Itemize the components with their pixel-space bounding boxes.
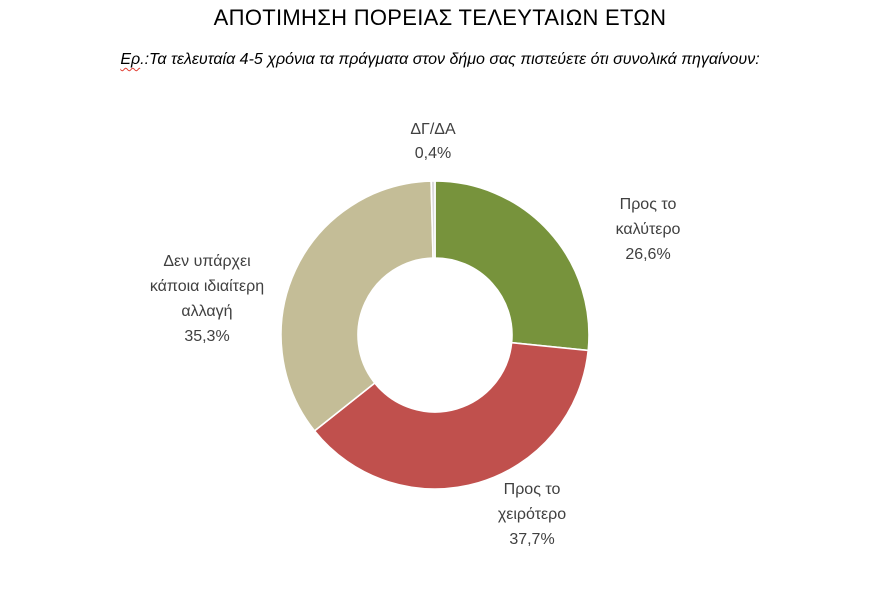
donut-chart [280, 180, 590, 490]
subtitle-question-text: .:Τα τελευταία 4-5 χρόνια τα πράγματα στ… [140, 51, 760, 68]
donut-slice-1 [434, 180, 590, 352]
donut-slice-4 [430, 180, 436, 259]
subtitle-spellcheck-word: Ερ [120, 51, 141, 68]
slice-label-pros-to-kalytero: Προς το καλύτερο 26,6% [615, 196, 681, 263]
slice-label-no-particular-change: Δεν υπάρχει κάποια ιδιαίτερη αλλαγή 35,3… [149, 253, 265, 345]
donut-slice-2 [313, 341, 590, 490]
chart-title: ΑΠΟΤΙΜΗΣΗ ΠΟΡΕΙΑΣ ΤΕΛΕΥΤΑΙΩΝ ΕΤΩΝ [213, 5, 667, 30]
donut-slice-3 [280, 180, 434, 432]
slice-label-pros-to-xeirotero: Προς το χειρότερο 37,7% [497, 481, 567, 548]
chart-subtitle: Ερ.:Τα τελευταία 4-5 χρόνια τα πράγματα … [0, 51, 880, 69]
slice-label-dgda: ΔΓ/ΔΑ 0,4% [410, 121, 456, 162]
